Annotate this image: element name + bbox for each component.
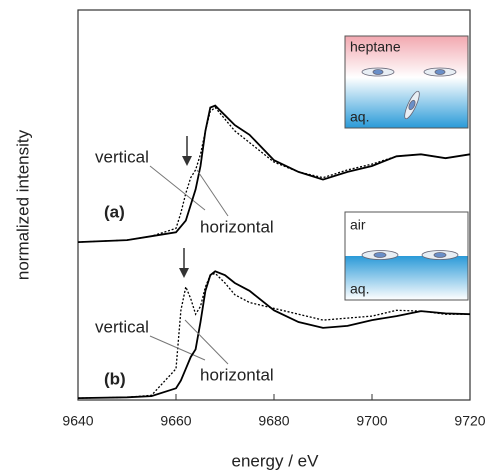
x-tick-label: 9680: [258, 413, 289, 429]
leader-line: [149, 165, 206, 211]
molecule-icons: [361, 250, 459, 260]
arrows: [179, 136, 192, 278]
inset-box: [344, 211, 469, 301]
x-tick-label: 9700: [356, 413, 387, 429]
series-line: [77, 272, 470, 399]
leader-line: [196, 169, 229, 217]
inset-top-label: heptane: [350, 39, 401, 55]
inset-a: heptane aq.: [344, 35, 469, 129]
inset-top-label: air: [350, 217, 366, 233]
leader-line: [184, 319, 229, 365]
x-tick-label: 9720: [454, 413, 485, 429]
series-label: horizontal: [200, 217, 274, 236]
inset-b: air aq.: [344, 211, 469, 301]
panel-label: (a): [104, 202, 125, 221]
series-label: horizontal: [200, 365, 274, 384]
inset-water: [345, 256, 468, 300]
inset-bottom-label: aq.: [350, 281, 369, 297]
x-tick-label: 9660: [160, 413, 191, 429]
series-label: vertical: [95, 147, 149, 166]
inset-bottom-label: aq.: [350, 109, 369, 125]
inset-air: [345, 212, 468, 256]
leader-line: [149, 335, 206, 361]
series-line: [77, 270, 471, 399]
panel-label: (b): [104, 369, 126, 388]
series-label: vertical: [95, 317, 149, 336]
molecule-icons: [361, 67, 457, 120]
x-axis-label: energy / eV: [232, 451, 320, 470]
y-axis-label: normalized intensity: [13, 129, 32, 280]
series-line: [77, 104, 471, 243]
x-tick-label: 9640: [62, 413, 93, 429]
series-line: [77, 106, 471, 243]
